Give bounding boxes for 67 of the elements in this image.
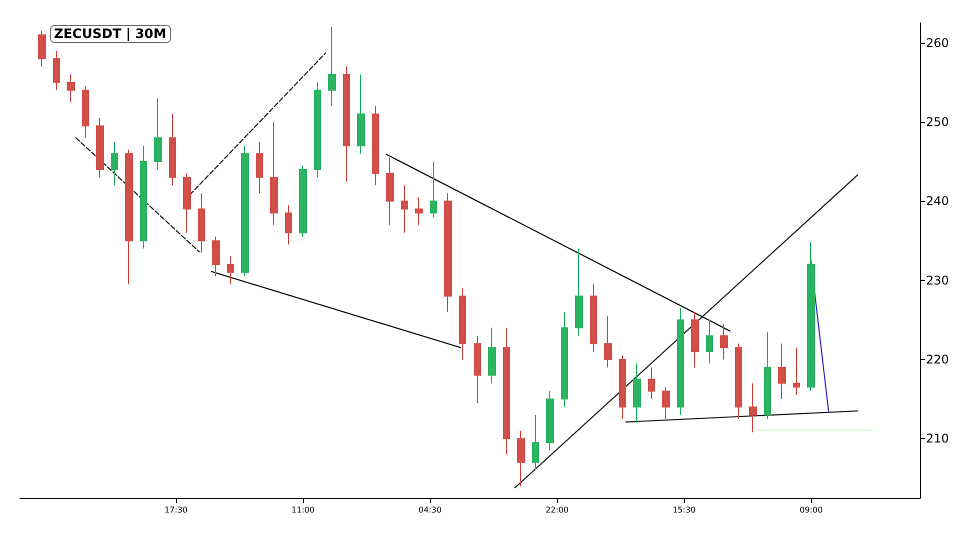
candlestick — [183, 172, 191, 234]
y-tick-label: 250 — [926, 114, 949, 129]
candlestick — [386, 157, 394, 226]
candlestick — [691, 311, 699, 368]
candlestick — [720, 323, 728, 360]
candlestick — [749, 382, 757, 433]
candlestick — [314, 82, 321, 178]
candlestick — [677, 308, 684, 416]
y-tick-label: 220 — [926, 352, 949, 366]
candlestick — [96, 118, 104, 178]
candlestick — [764, 331, 771, 420]
candlestick — [430, 161, 437, 218]
y-tick-label: 210 — [926, 432, 949, 446]
candlestick — [357, 74, 365, 154]
candlestick — [241, 145, 249, 277]
y-tick-label: 240 — [926, 194, 949, 208]
candlestick — [256, 141, 263, 194]
candlestick — [575, 248, 583, 336]
x-tick-label: 11:00 — [292, 506, 315, 514]
candlestick — [401, 184, 408, 234]
candlestick — [807, 242, 815, 392]
candlestick — [270, 121, 278, 226]
candlestick — [590, 284, 597, 352]
candlestick — [474, 335, 481, 404]
candlestick — [633, 362, 641, 424]
candlestick — [212, 236, 220, 277]
candlestick — [372, 106, 379, 186]
candlestick — [415, 196, 423, 226]
candlestick — [444, 192, 452, 312]
y-tick-label: 230 — [926, 273, 949, 288]
candlestick — [53, 50, 60, 91]
candlestick — [503, 327, 510, 455]
candlestick — [198, 192, 205, 254]
y-tick-label: 260 — [926, 36, 949, 50]
candlestick — [517, 430, 525, 487]
candlestick — [285, 204, 292, 246]
candlestick — [793, 347, 800, 396]
candlestick — [561, 311, 568, 408]
candlestick — [706, 319, 713, 364]
candlestick — [546, 390, 554, 451]
candlestick — [532, 414, 539, 471]
candlestick — [111, 141, 118, 186]
candlestick — [619, 355, 626, 420]
candlestick — [778, 343, 786, 400]
candlestick — [735, 343, 742, 420]
candlestick — [140, 145, 147, 250]
candlestick — [604, 315, 612, 368]
candlestick — [227, 256, 234, 285]
candlestick — [648, 366, 655, 400]
candlestick — [299, 165, 307, 238]
candlestick — [328, 26, 336, 107]
x-tick-label: 15:30 — [672, 506, 696, 514]
candlestick — [154, 98, 162, 170]
candlestick — [38, 30, 46, 68]
x-tick-label: 09:00 — [800, 506, 823, 514]
chart-title: ZECUSDT | 30M — [54, 27, 166, 42]
x-tick-label: 22:00 — [546, 506, 569, 514]
candlestick — [125, 149, 133, 285]
candlestick — [169, 114, 176, 186]
candlestick — [82, 86, 89, 138]
x-tick-label: 17:30 — [164, 506, 188, 514]
candlestick — [343, 66, 350, 182]
candlestick — [662, 386, 670, 420]
candlestick — [459, 288, 466, 360]
candlestick — [488, 327, 496, 384]
candlestick — [67, 74, 75, 103]
x-tick-label: 04:30 — [418, 506, 442, 514]
